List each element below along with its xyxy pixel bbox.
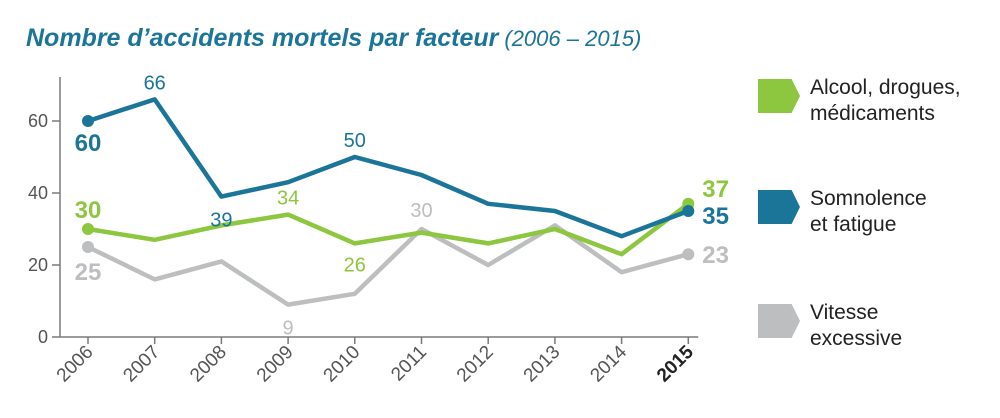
- x-tick-label: 2013: [520, 342, 565, 387]
- legend-item-drowsiness: Somnolence et fatigue: [758, 186, 1000, 238]
- data-label: 9: [283, 318, 294, 340]
- chart-title-period: (2006 – 2015): [504, 26, 642, 51]
- chart-title: Nombre d’accidents mortels par facteur (2…: [26, 22, 641, 55]
- data-label: 60: [75, 130, 102, 157]
- point-alcohol: [82, 223, 94, 235]
- point-drowsiness: [682, 205, 695, 217]
- legend-swatch-alcohol: [758, 79, 800, 113]
- x-tick-label: 2010: [320, 342, 365, 387]
- x-tick-label: 2014: [586, 341, 631, 386]
- legend-label-drowsiness: Somnolence et fatigue: [810, 186, 1000, 238]
- chart-title-main: Nombre d’accidents mortels par facteur: [26, 24, 499, 52]
- x-tick-label: 2015: [653, 341, 698, 386]
- x-tick-label: 2007: [119, 342, 164, 387]
- legend-label-speed: Vitesse excessive: [810, 300, 1000, 352]
- x-tick-label: 2006: [53, 342, 98, 387]
- legend-swatch-speed: [758, 304, 800, 338]
- data-label: 37: [702, 176, 729, 203]
- legend-label-line-2: médicaments: [810, 102, 935, 125]
- data-label: 34: [277, 188, 299, 210]
- y-tick-label: 0: [38, 327, 48, 347]
- series-line-speed: [85, 223, 691, 307]
- y-tick-label: 60: [28, 111, 48, 131]
- legend-label-line-1: Vitesse: [810, 301, 879, 324]
- legend-item-alcohol: Alcool, drogues, médicaments: [758, 75, 1000, 127]
- legend-label-line-1: Alcool, drogues,: [810, 76, 961, 99]
- series-line-alcohol: [85, 201, 691, 257]
- legend-label-alcohol: Alcool, drogues, médicaments: [810, 75, 1000, 127]
- data-label: 30: [75, 197, 102, 224]
- legend-swatch-drowsiness: [758, 190, 800, 224]
- data-label: 66: [144, 72, 166, 94]
- x-tick-label: 2011: [387, 342, 431, 386]
- legend-label-line-2: et fatigue: [810, 213, 897, 236]
- point-speed: [682, 248, 695, 261]
- legend-item-speed: Vitesse excessive: [758, 300, 1000, 352]
- data-label: 35: [702, 203, 729, 230]
- data-label: 30: [410, 200, 432, 222]
- data-label: 50: [344, 130, 366, 152]
- x-tick-label: 2009: [253, 342, 298, 387]
- line-chart: 0 20 40 60 2006 2007 2008 2009 2010 2011 2012 2013 2…: [28, 72, 729, 387]
- y-tick-label: 40: [28, 183, 48, 203]
- data-label: 39: [210, 210, 232, 232]
- series-line-drowsiness: [85, 97, 691, 239]
- legend-label-line-2: excessive: [810, 327, 903, 350]
- y-tick-label: 20: [28, 255, 48, 275]
- data-label: 26: [344, 254, 366, 276]
- data-label: 25: [75, 259, 102, 286]
- point-drowsiness: [82, 115, 94, 127]
- point-speed: [82, 241, 94, 253]
- data-label: 23: [702, 242, 729, 269]
- x-tick-label: 2012: [453, 342, 498, 387]
- x-tick-label: 2008: [186, 342, 231, 387]
- legend-label-line-1: Somnolence: [810, 187, 927, 210]
